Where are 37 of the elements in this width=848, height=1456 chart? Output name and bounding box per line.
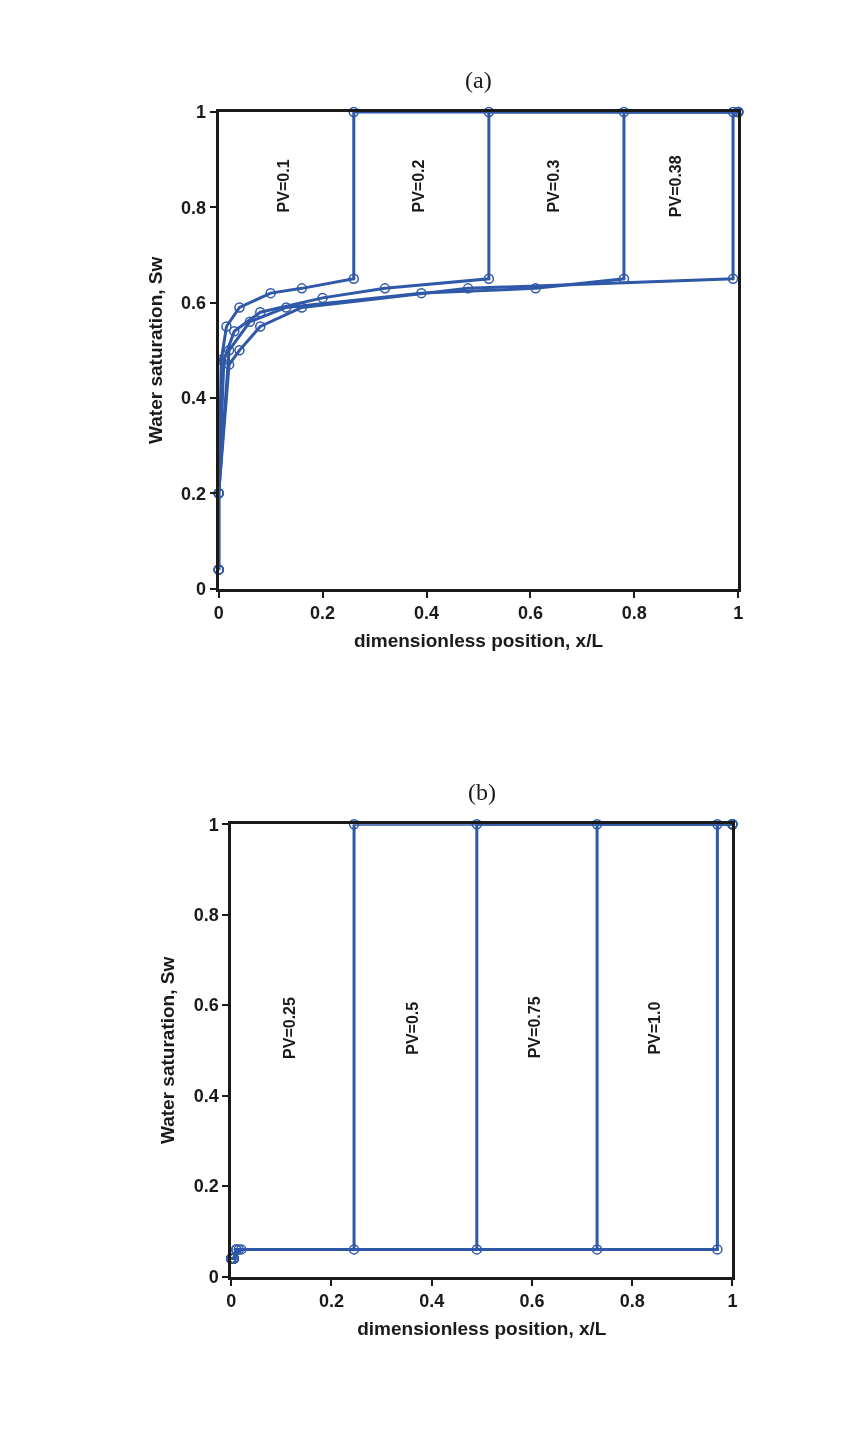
x-tick-label: 0.8: [621, 603, 647, 624]
x-tick-label: 0.2: [318, 1291, 344, 1312]
y-tick-label: 0: [196, 579, 207, 600]
y-tick-label: 0.4: [181, 388, 207, 409]
y-tick-label: 1: [208, 814, 219, 835]
y-tick-label: 0.2: [193, 1176, 219, 1197]
x-tick-label: 1: [733, 603, 744, 624]
annotation: PV=0.5: [404, 1001, 422, 1055]
y-tick-label: 0.6: [181, 292, 207, 313]
annotation: PV=0.38: [667, 155, 685, 218]
y-tick-label: 0.2: [181, 483, 207, 504]
y-axis-title: Water saturation, Sw: [144, 256, 166, 444]
x-tick-label: 0: [226, 1291, 237, 1312]
x-tick-label: 0.2: [310, 603, 336, 624]
y-tick-label: 0.8: [193, 904, 219, 925]
x-tick-label: 0.4: [413, 603, 440, 624]
x-tick-label: 0.6: [519, 1291, 545, 1312]
y-tick-label: 1: [196, 102, 207, 123]
annotation: PV=0.2: [409, 159, 427, 213]
y-axis-title: Water saturation, Sw: [157, 956, 179, 1144]
x-tick-label: 0.4: [419, 1291, 445, 1312]
annotation: PV=1.0: [646, 1001, 664, 1055]
y-tick-label: 0.4: [193, 1085, 219, 1106]
annotation: PV=0.25: [281, 997, 299, 1059]
x-tick-label: 1: [727, 1291, 738, 1312]
chart-title: (a): [465, 67, 492, 93]
x-axis-title: dimensionless position, x/L: [357, 1317, 607, 1339]
x-axis-title: dimensionless position, x/L: [353, 630, 604, 652]
y-tick-label: 0.6: [193, 995, 219, 1016]
y-tick-label: 0: [208, 1266, 219, 1287]
x-tick-label: 0.6: [517, 603, 543, 624]
chart-title: (b): [468, 779, 496, 805]
x-tick-label: 0.8: [619, 1291, 645, 1312]
annotation: PV=0.3: [544, 159, 562, 213]
annotation: PV=0.75: [525, 996, 543, 1059]
annotation: PV=0.1: [274, 159, 292, 213]
y-tick-label: 0.8: [181, 197, 207, 218]
